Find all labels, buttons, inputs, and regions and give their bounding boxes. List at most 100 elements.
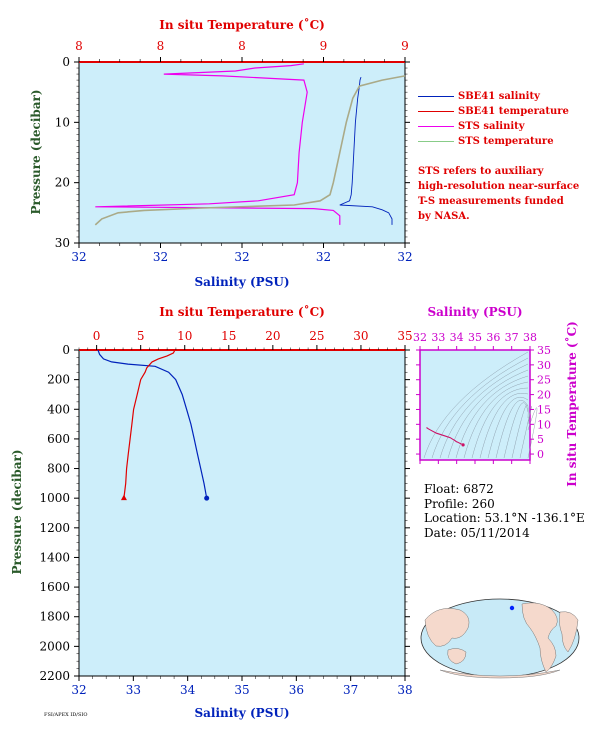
legend-swatch xyxy=(418,126,454,127)
ts-plot-area xyxy=(419,349,531,461)
ts-salinity-tick-label: 38 xyxy=(523,331,537,344)
bottom-temperature-tick-label: 20 xyxy=(265,329,280,343)
legend-label: STS temperature xyxy=(458,136,554,147)
legend-item-sts-salinity: STS salinity xyxy=(418,119,569,134)
ts-temperature-tick-label: 10 xyxy=(537,418,551,431)
legend-item-sbe41-salinity: SBE41 salinity xyxy=(418,89,569,104)
bottom-pressure-tick-label: 800 xyxy=(47,462,70,476)
top-salinity-tick-label: 32 xyxy=(71,250,86,264)
bottom-pressure-tick-label: 2200 xyxy=(39,669,70,683)
legend-item-sts-temperature: STS temperature xyxy=(418,134,569,149)
profile-date: Date: 05/11/2014 xyxy=(424,525,530,540)
temperature-profile-line xyxy=(123,349,176,499)
ts-temperature-title: In situ Temperature (˚C) xyxy=(564,321,579,487)
legend-label: SBE41 temperature xyxy=(458,106,569,117)
ts-series xyxy=(426,427,465,447)
bottom-temperature-axis: 0 5 10 15 20 25 30 35 xyxy=(78,329,413,350)
ts-temperature-tick-label: 35 xyxy=(537,344,551,357)
ts-density-contour xyxy=(503,402,529,459)
ts-salinity-tick-label: 35 xyxy=(468,331,482,344)
map-land-americas xyxy=(521,602,558,673)
legend-item-sbe41-temperature: SBE41 temperature xyxy=(418,104,569,119)
top-pressure-axis: 0 10 20 30 xyxy=(55,55,410,250)
bottom-temperature-tick-label: 0 xyxy=(93,329,101,343)
ts-density-contour xyxy=(519,406,532,459)
top-plot-area xyxy=(78,61,406,244)
ts-temperature-tick-label: 15 xyxy=(537,403,551,416)
ts-temperature-tick-label: 30 xyxy=(537,359,551,372)
bottom-pressure-tick-label: 1200 xyxy=(39,521,70,535)
bottom-plot-area xyxy=(78,349,406,677)
top-pressure-tick-label: 30 xyxy=(55,236,70,250)
ts-density-contour xyxy=(431,357,529,459)
map-land-asia xyxy=(424,608,470,647)
bottom-salinity-title: Salinity (PSU) xyxy=(194,706,289,720)
ts-salinity-tick-label: 32 xyxy=(413,331,427,344)
bottom-pressure-tick-label: 1600 xyxy=(39,580,70,594)
legend-swatch xyxy=(418,141,454,142)
map-land-europe-africa xyxy=(559,611,579,653)
top-salinity-tick-label: 32 xyxy=(234,250,249,264)
bottom-pressure-axis: 0 200 400 600 800 1000 1200 1400 1600 1800 2000 220… xyxy=(39,343,410,683)
bottom-pressure-tick-label: 1800 xyxy=(39,610,70,624)
bottom-temperature-tick-label: 35 xyxy=(397,329,412,343)
ts-salinity-tick-label: 33 xyxy=(431,331,445,344)
bottom-series xyxy=(97,349,210,501)
bottom-pressure-title: Pressure (decibar) xyxy=(10,449,24,574)
bottom-pressure-tick-label: 200 xyxy=(47,373,70,387)
top-pressure-tick-label: 20 xyxy=(55,176,70,190)
top-temperature-tick-label: 9 xyxy=(401,39,409,53)
note-line: T-S measurements funded xyxy=(418,196,564,207)
top-temperature-tick-label: 8 xyxy=(238,39,246,53)
bottom-temperature-tick-label: 15 xyxy=(221,329,236,343)
map-land-antarctica xyxy=(439,669,561,679)
ts-density-contour xyxy=(495,400,529,459)
top-salinity-tick-label: 32 xyxy=(153,250,168,264)
top-temperature-tick-label: 8 xyxy=(75,39,83,53)
top-series-line xyxy=(339,76,393,225)
float-location-marker xyxy=(509,605,515,611)
bottom-temperature-tick-label: 10 xyxy=(177,329,192,343)
bottom-salinity-tick-label: 37 xyxy=(343,683,358,697)
ts-salinity-tick-label: 37 xyxy=(505,331,519,344)
bottom-pressure-tick-label: 2000 xyxy=(39,639,70,653)
legend-label: STS salinity xyxy=(458,121,525,132)
float-info: Float: 6872 Profile: 260 Location: 53.1°… xyxy=(424,482,585,540)
top-temperature-tick-label: 8 xyxy=(157,39,165,53)
top-temperature-axis: 8 8 8 9 9 xyxy=(75,39,409,62)
ts-density-contour xyxy=(527,407,538,459)
legend: SBE41 salinity SBE41 temperature STS sal… xyxy=(418,89,569,149)
bottom-pressure-tick-label: 1000 xyxy=(39,491,70,505)
profile-number: Profile: 260 xyxy=(424,496,495,511)
bottom-salinity-tick-label: 38 xyxy=(397,683,412,697)
ts-salinity-title: Salinity (PSU) xyxy=(427,305,522,319)
top-pressure-tick-label: 0 xyxy=(62,55,70,69)
footer-credit: FSI/APEX ID/SIO xyxy=(44,712,88,718)
salinity-profile-line xyxy=(97,349,208,499)
top-pressure-title: Pressure (decibar) xyxy=(29,89,43,214)
ts-density-contour xyxy=(423,351,529,459)
ts-density-contour xyxy=(479,392,529,459)
bottom-chart: 32 33 34 35 36 37 38 0 5 10 15 20 25 30 35 0 200 400 600… xyxy=(10,304,413,720)
top-salinity-axis: 32 32 32 32 32 xyxy=(71,243,413,264)
bottom-temperature-tick-label: 5 xyxy=(137,329,145,343)
salinity-end-marker xyxy=(204,495,210,501)
top-pressure-tick-label: 10 xyxy=(55,115,70,129)
bottom-pressure-tick-label: 0 xyxy=(62,343,70,357)
top-temperature-tick-label: 9 xyxy=(320,39,328,53)
bottom-salinity-axis: 32 33 34 35 36 37 38 xyxy=(71,676,413,697)
top-series xyxy=(94,63,406,226)
bottom-temperature-title: In situ Temperature (˚C) xyxy=(159,304,325,319)
float-id: Float: 6872 xyxy=(424,482,494,496)
ts-end-marker xyxy=(461,443,465,447)
ts-temperature-tick-label: 5 xyxy=(537,433,544,446)
ts-density-contour xyxy=(439,363,529,459)
top-salinity-tick-label: 32 xyxy=(397,250,412,264)
ts-profile-line xyxy=(426,427,464,446)
top-series-line xyxy=(95,63,341,225)
bottom-temperature-tick-label: 25 xyxy=(309,329,324,343)
bottom-pressure-tick-label: 1400 xyxy=(39,550,70,564)
ts-temperature-tick-label: 20 xyxy=(537,389,551,402)
top-temperature-title: In situ Temperature (˚C) xyxy=(159,17,325,32)
